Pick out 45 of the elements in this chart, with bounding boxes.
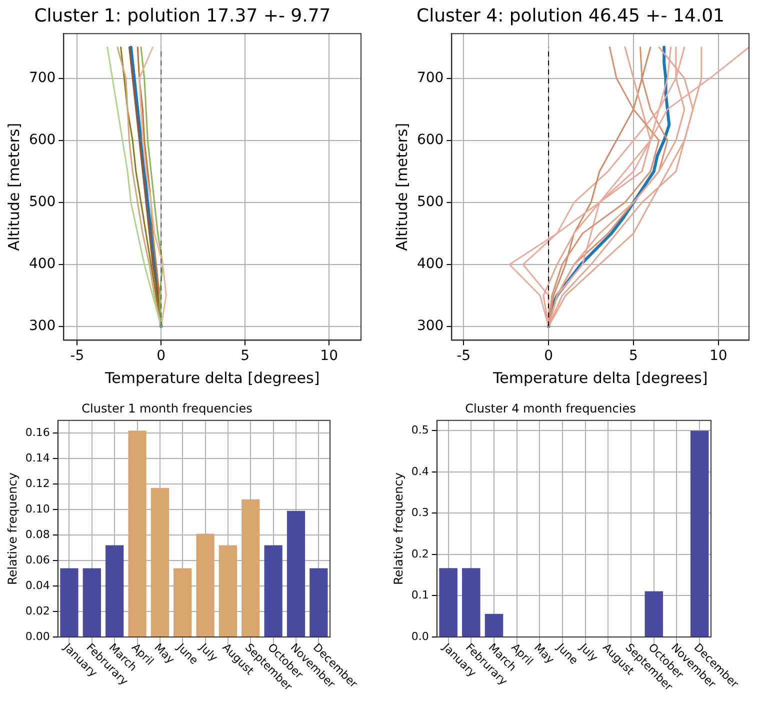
x-axis-title: Temperature delta [degrees] (104, 368, 320, 387)
chart-title: Cluster 1: polution 17.37 +- 9.77 (34, 5, 331, 26)
y-tick-label: 0.1 (411, 588, 429, 602)
x-tick-label: 0 (544, 348, 554, 364)
chart-title: Cluster 4: polution 46.45 +- 14.01 (416, 5, 724, 26)
y-tick-label: 600 (416, 132, 444, 148)
x-tick-label: 5 (240, 348, 250, 364)
chart-title: Cluster 1 month frequencies (82, 401, 252, 416)
y-tick-label: 0.3 (411, 506, 429, 520)
y-tick-label: 0.10 (25, 502, 50, 516)
y-axis-title: Altitude [meters] (392, 122, 411, 251)
y-axis-title: Relative frequency (5, 472, 20, 585)
chart-title: Cluster 4 month frequencies (465, 401, 636, 416)
y-tick-label: 0.2 (411, 547, 429, 560)
y-axis-title: Relative frequency (391, 472, 406, 585)
y-tick-label: 500 (416, 194, 444, 210)
x-tick-label: 10 (320, 348, 338, 364)
y-tick-label: 0.0 (411, 630, 429, 643)
x-tick-label: July (576, 640, 601, 664)
y-tick-label: 0.16 (25, 426, 50, 439)
y-tick-label: 0.08 (25, 528, 50, 541)
y-tick-label: 0.12 (25, 476, 50, 490)
y-tick-label: 0.4 (411, 464, 429, 478)
y-tick-label: 0.14 (25, 451, 50, 464)
y-tick-label: 500 (28, 194, 56, 210)
x-tick-label: 5 (629, 348, 638, 364)
y-tick-label: 0.02 (25, 604, 50, 618)
y-axis-title: Altitude [meters] (4, 122, 23, 251)
x-tick-label: 0 (156, 348, 166, 364)
y-tick-label: 700 (416, 70, 444, 86)
y-tick-label: 0.06 (25, 553, 50, 566)
x-tick-label: -5 (456, 348, 471, 364)
x-tick-label: -5 (70, 348, 84, 364)
y-tick-label: 400 (416, 256, 444, 272)
x-axis-title: Temperature delta [degrees] (492, 368, 708, 387)
x-tick-label: July (196, 640, 221, 664)
y-tick-label: 300 (416, 318, 444, 334)
x-tick-label: 10 (710, 348, 728, 364)
y-tick-label: 300 (28, 318, 56, 334)
y-tick-label: 400 (28, 256, 56, 272)
y-tick-label: 700 (28, 70, 56, 86)
y-tick-label: 0.00 (25, 630, 50, 643)
y-tick-label: 600 (28, 132, 56, 148)
y-tick-label: 0.5 (411, 424, 429, 437)
y-tick-label: 0.04 (25, 578, 50, 592)
